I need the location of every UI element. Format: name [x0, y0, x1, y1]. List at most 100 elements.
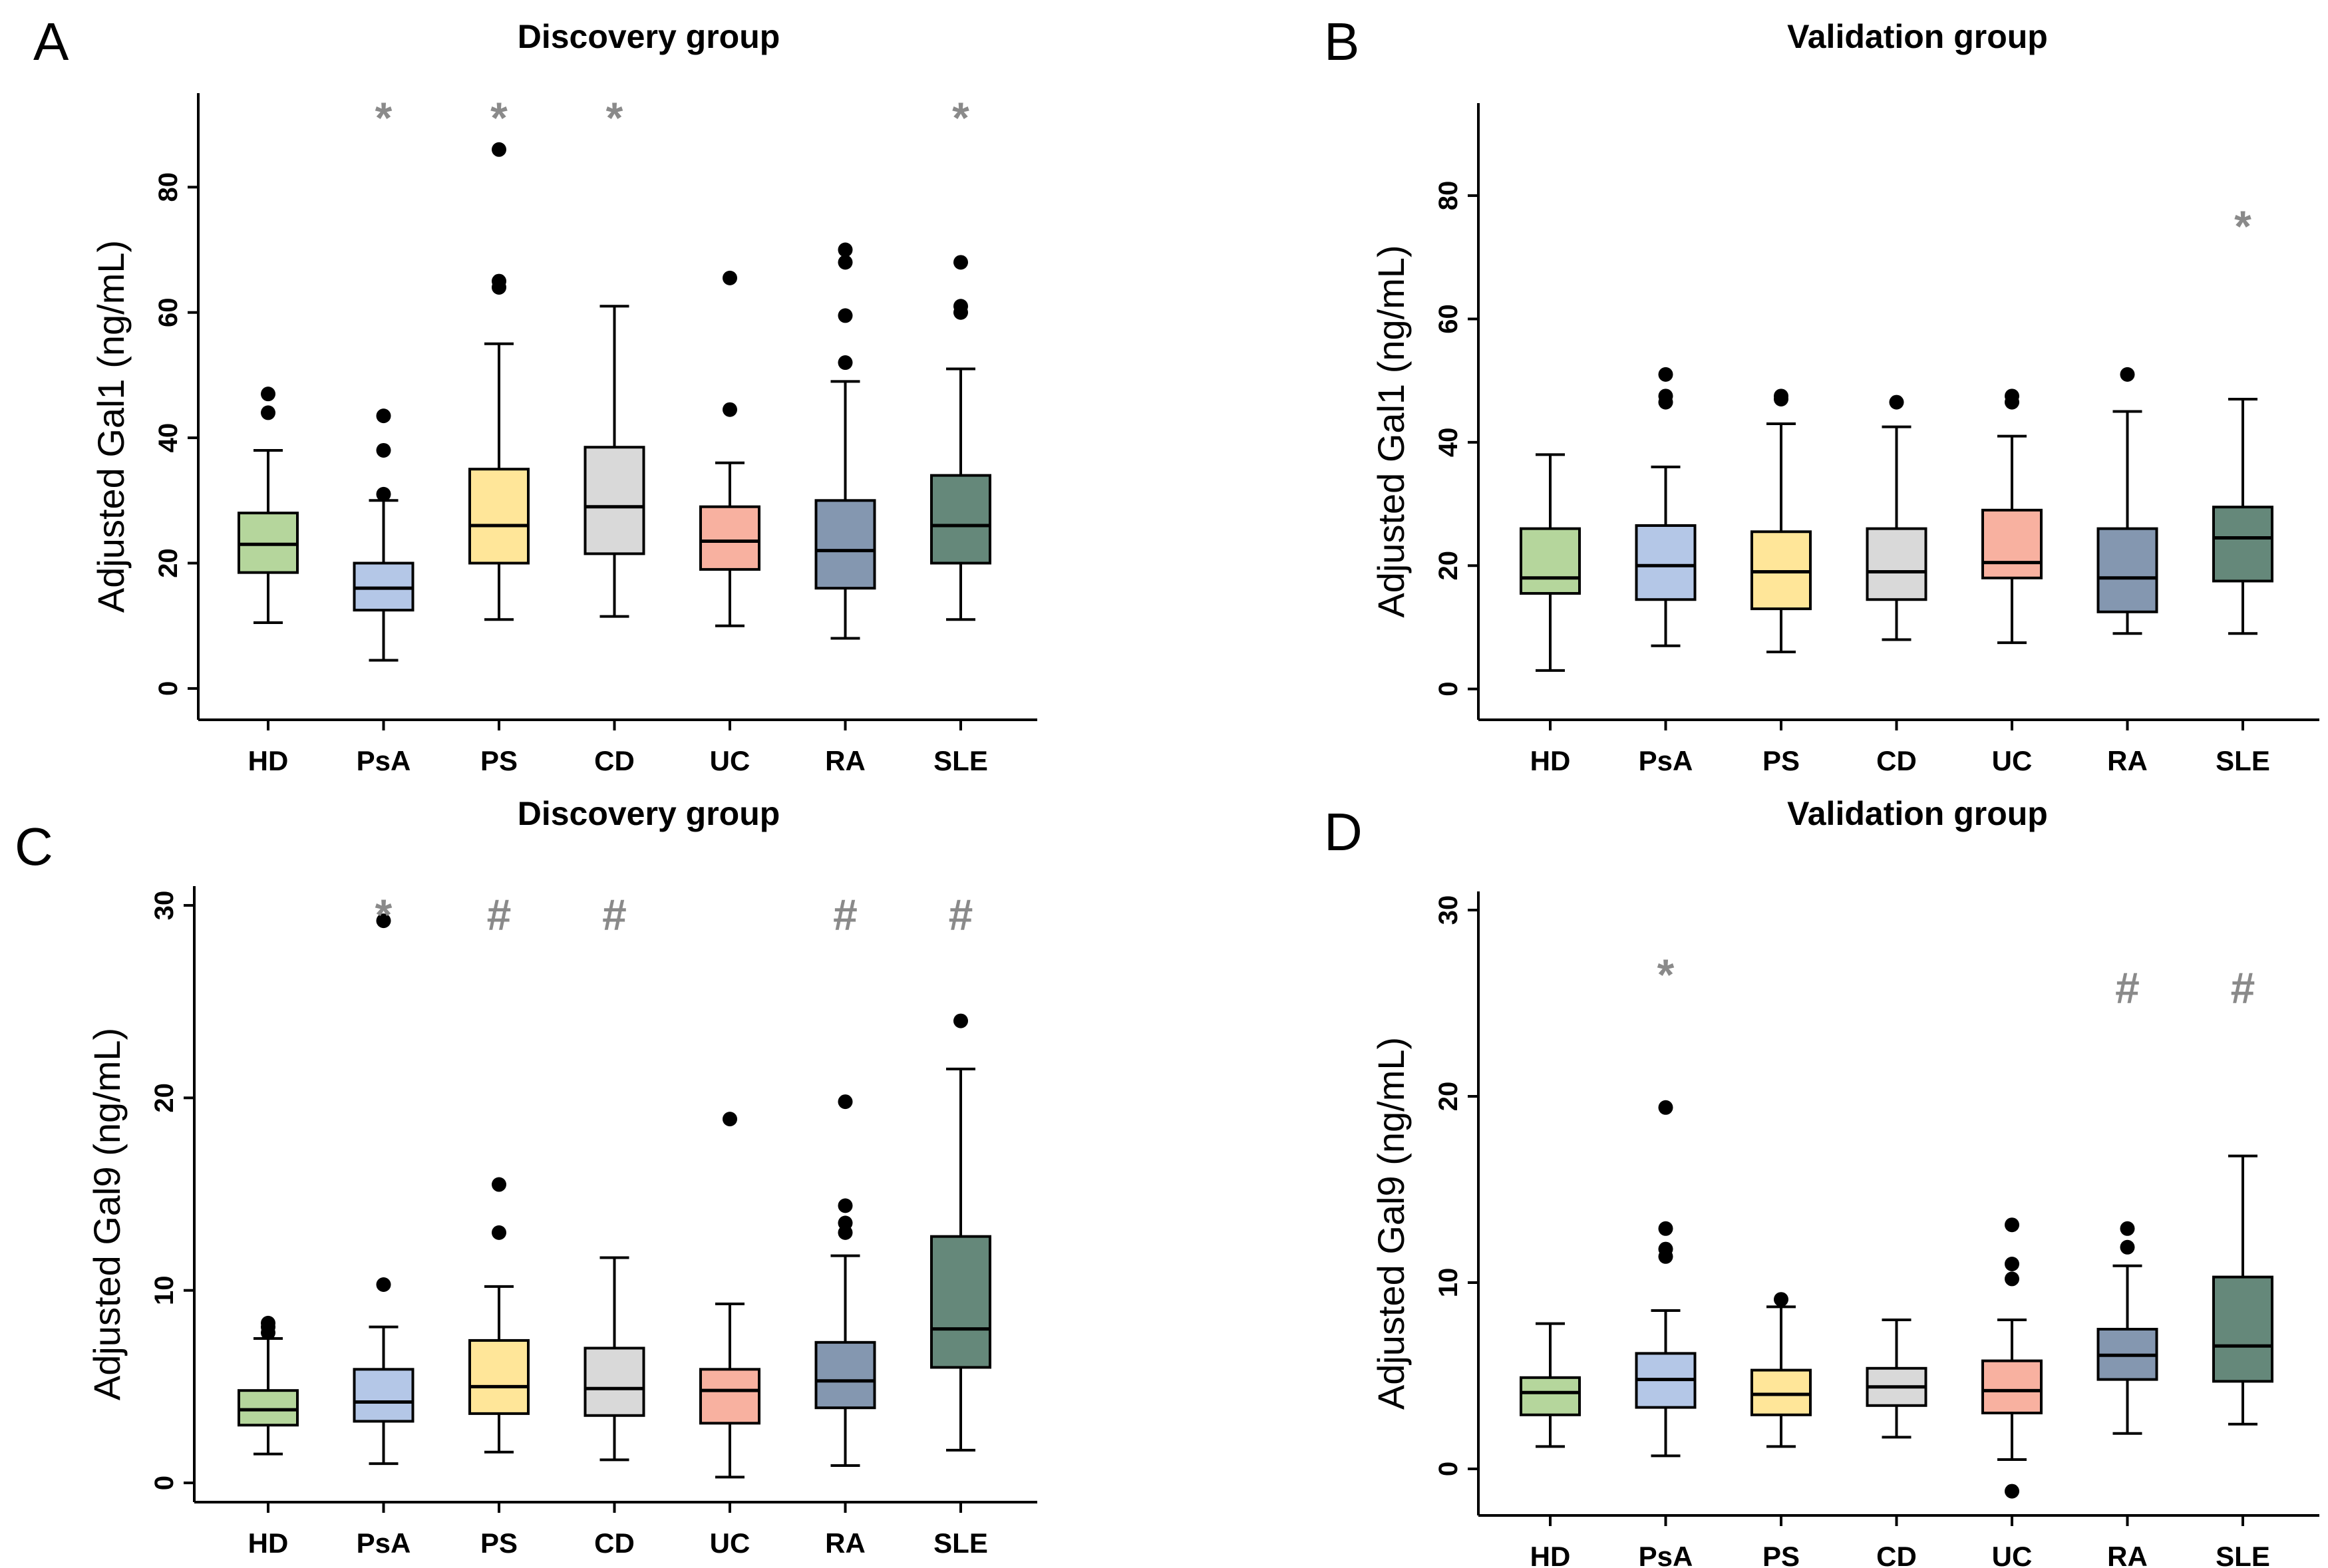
- outlier-point: [492, 1177, 506, 1192]
- box-iqr: [2212, 1275, 2273, 1383]
- box-iqr: [238, 1389, 299, 1427]
- x-tick-label: SLE: [2216, 745, 2270, 776]
- box-group-ps: PS: [1750, 389, 1812, 776]
- box-group-cd: CD: [1866, 394, 1927, 776]
- significance-mark: #: [602, 890, 627, 939]
- box-group-ps: PS #: [468, 890, 530, 1559]
- panel-b-gal1-validation: B Validation group Adjusted Gal1 (ng/mL) 0 2…: [1324, 12, 2319, 776]
- x-tick-label: UC: [1992, 745, 2033, 776]
- outlier-point: [2005, 1257, 2019, 1271]
- outlier-point: [376, 913, 391, 929]
- outlier-point: [376, 442, 391, 458]
- x-tick-label: RA: [825, 1527, 866, 1559]
- y-tick-label: 30: [150, 891, 179, 921]
- outlier-point: [723, 270, 737, 285]
- y-tick-label: 40: [154, 423, 183, 453]
- box-group-hd: HD: [1520, 453, 1581, 776]
- box-group-hd: HD: [238, 1315, 299, 1559]
- outlier-point: [953, 299, 968, 314]
- y-tick-label: 20: [150, 1083, 179, 1113]
- outlier-point: [261, 387, 275, 402]
- outlier-point: [492, 1225, 506, 1240]
- outlier-point: [1658, 1221, 1673, 1236]
- box-group-uc: UC: [699, 1112, 760, 1559]
- chart-title: Validation group: [1787, 18, 2048, 55]
- outlier-point: [838, 242, 853, 257]
- outlier-point: [1889, 394, 1904, 410]
- x-tick-label: PS: [480, 1527, 518, 1559]
- outlier-point: [2005, 1484, 2019, 1499]
- significance-mark: *: [375, 93, 393, 142]
- x-tick-label: SLE: [2216, 1541, 2270, 1568]
- box-group-uc: UC: [699, 270, 760, 776]
- x-tick-label: PsA: [357, 745, 411, 776]
- box-iqr: [930, 474, 991, 565]
- box-group-psa: PsA *: [1635, 950, 1697, 1568]
- significance-mark: *: [490, 93, 508, 142]
- y-tick-label: 80: [154, 172, 183, 202]
- x-tick-label: PS: [1762, 745, 1800, 776]
- box-group-uc: UC: [1981, 389, 2043, 776]
- panel-letter: D: [1324, 802, 1363, 862]
- outlier-point: [2120, 1239, 2135, 1255]
- outlier-point: [723, 402, 737, 417]
- box-group-ps: PS *: [468, 93, 530, 776]
- y-tick-label: 80: [1434, 181, 1463, 211]
- box-group-ps: PS: [1750, 1292, 1812, 1568]
- box-group-cd: CD *: [583, 93, 645, 776]
- x-tick-label: PS: [1762, 1541, 1800, 1568]
- significance-mark: #: [487, 890, 512, 939]
- box-group-sle: SLE #: [930, 890, 991, 1559]
- significance-mark: *: [2234, 202, 2251, 251]
- panel-c-gal9-discovery: C Discovery group Adjusted Gal9 (ng/mL) 0 10…: [15, 795, 1037, 1559]
- y-tick-label: 60: [1434, 304, 1463, 334]
- y-tick-label: 60: [154, 297, 183, 327]
- outlier-point: [838, 1198, 853, 1213]
- box-group-cd: CD #: [583, 890, 645, 1559]
- box-iqr: [1981, 1359, 2043, 1414]
- chart-title: Validation group: [1787, 795, 2048, 832]
- outlier-point: [953, 255, 968, 270]
- box-group-sle: SLE #: [2212, 963, 2273, 1568]
- x-tick-label: UC: [1992, 1541, 2033, 1568]
- box-group-psa: PsA *: [353, 93, 415, 776]
- outlier-point: [2120, 1221, 2135, 1236]
- y-tick-label: 40: [1434, 428, 1463, 458]
- box-group-sle: SLE *: [2212, 202, 2273, 776]
- chart-title: Discovery group: [518, 18, 780, 55]
- y-tick-label: 0: [150, 1476, 179, 1490]
- box-group-psa: PsA: [1635, 367, 1697, 776]
- box-iqr: [1750, 1368, 1812, 1416]
- y-tick-label: 0: [1434, 1462, 1463, 1476]
- box-iqr: [1866, 527, 1927, 601]
- box-group-hd: HD: [1520, 1322, 1581, 1568]
- y-axis-label: Adjusted Gal9 (ng/mL): [1370, 1037, 1412, 1410]
- outlier-point: [492, 273, 506, 289]
- y-axis-label: Adjusted Gal1 (ng/mL): [90, 240, 132, 613]
- outlier-point: [1774, 1292, 1788, 1307]
- x-tick-label: UC: [710, 1527, 750, 1559]
- x-tick-label: PsA: [357, 1527, 411, 1559]
- x-tick-label: PsA: [1639, 1541, 1693, 1568]
- x-tick-label: CD: [594, 1527, 635, 1559]
- outlier-point: [2005, 1271, 2019, 1287]
- chart-title: Discovery group: [518, 795, 780, 832]
- outlier-point: [376, 486, 391, 502]
- box-group-ra: RA: [2096, 367, 2158, 776]
- outlier-point: [376, 408, 391, 424]
- significance-mark: *: [952, 93, 969, 142]
- significance-mark: *: [606, 93, 623, 142]
- y-tick-label: 20: [1434, 551, 1463, 581]
- box-group-uc: UC: [1981, 1217, 2043, 1568]
- panel-letter: B: [1324, 12, 1359, 71]
- panel-d-gal9-validation: D Validation group Adjusted Gal9 (ng/mL) 0 1…: [1324, 795, 2319, 1568]
- box-iqr: [699, 1368, 760, 1425]
- x-tick-label: PS: [480, 745, 518, 776]
- box-iqr: [1981, 508, 2043, 579]
- box-group-cd: CD: [1866, 1319, 1927, 1568]
- significance-mark: #: [949, 890, 973, 939]
- box-iqr: [1520, 527, 1581, 595]
- box-group-ra: RA #: [814, 890, 876, 1559]
- x-tick-label: RA: [2107, 1541, 2148, 1568]
